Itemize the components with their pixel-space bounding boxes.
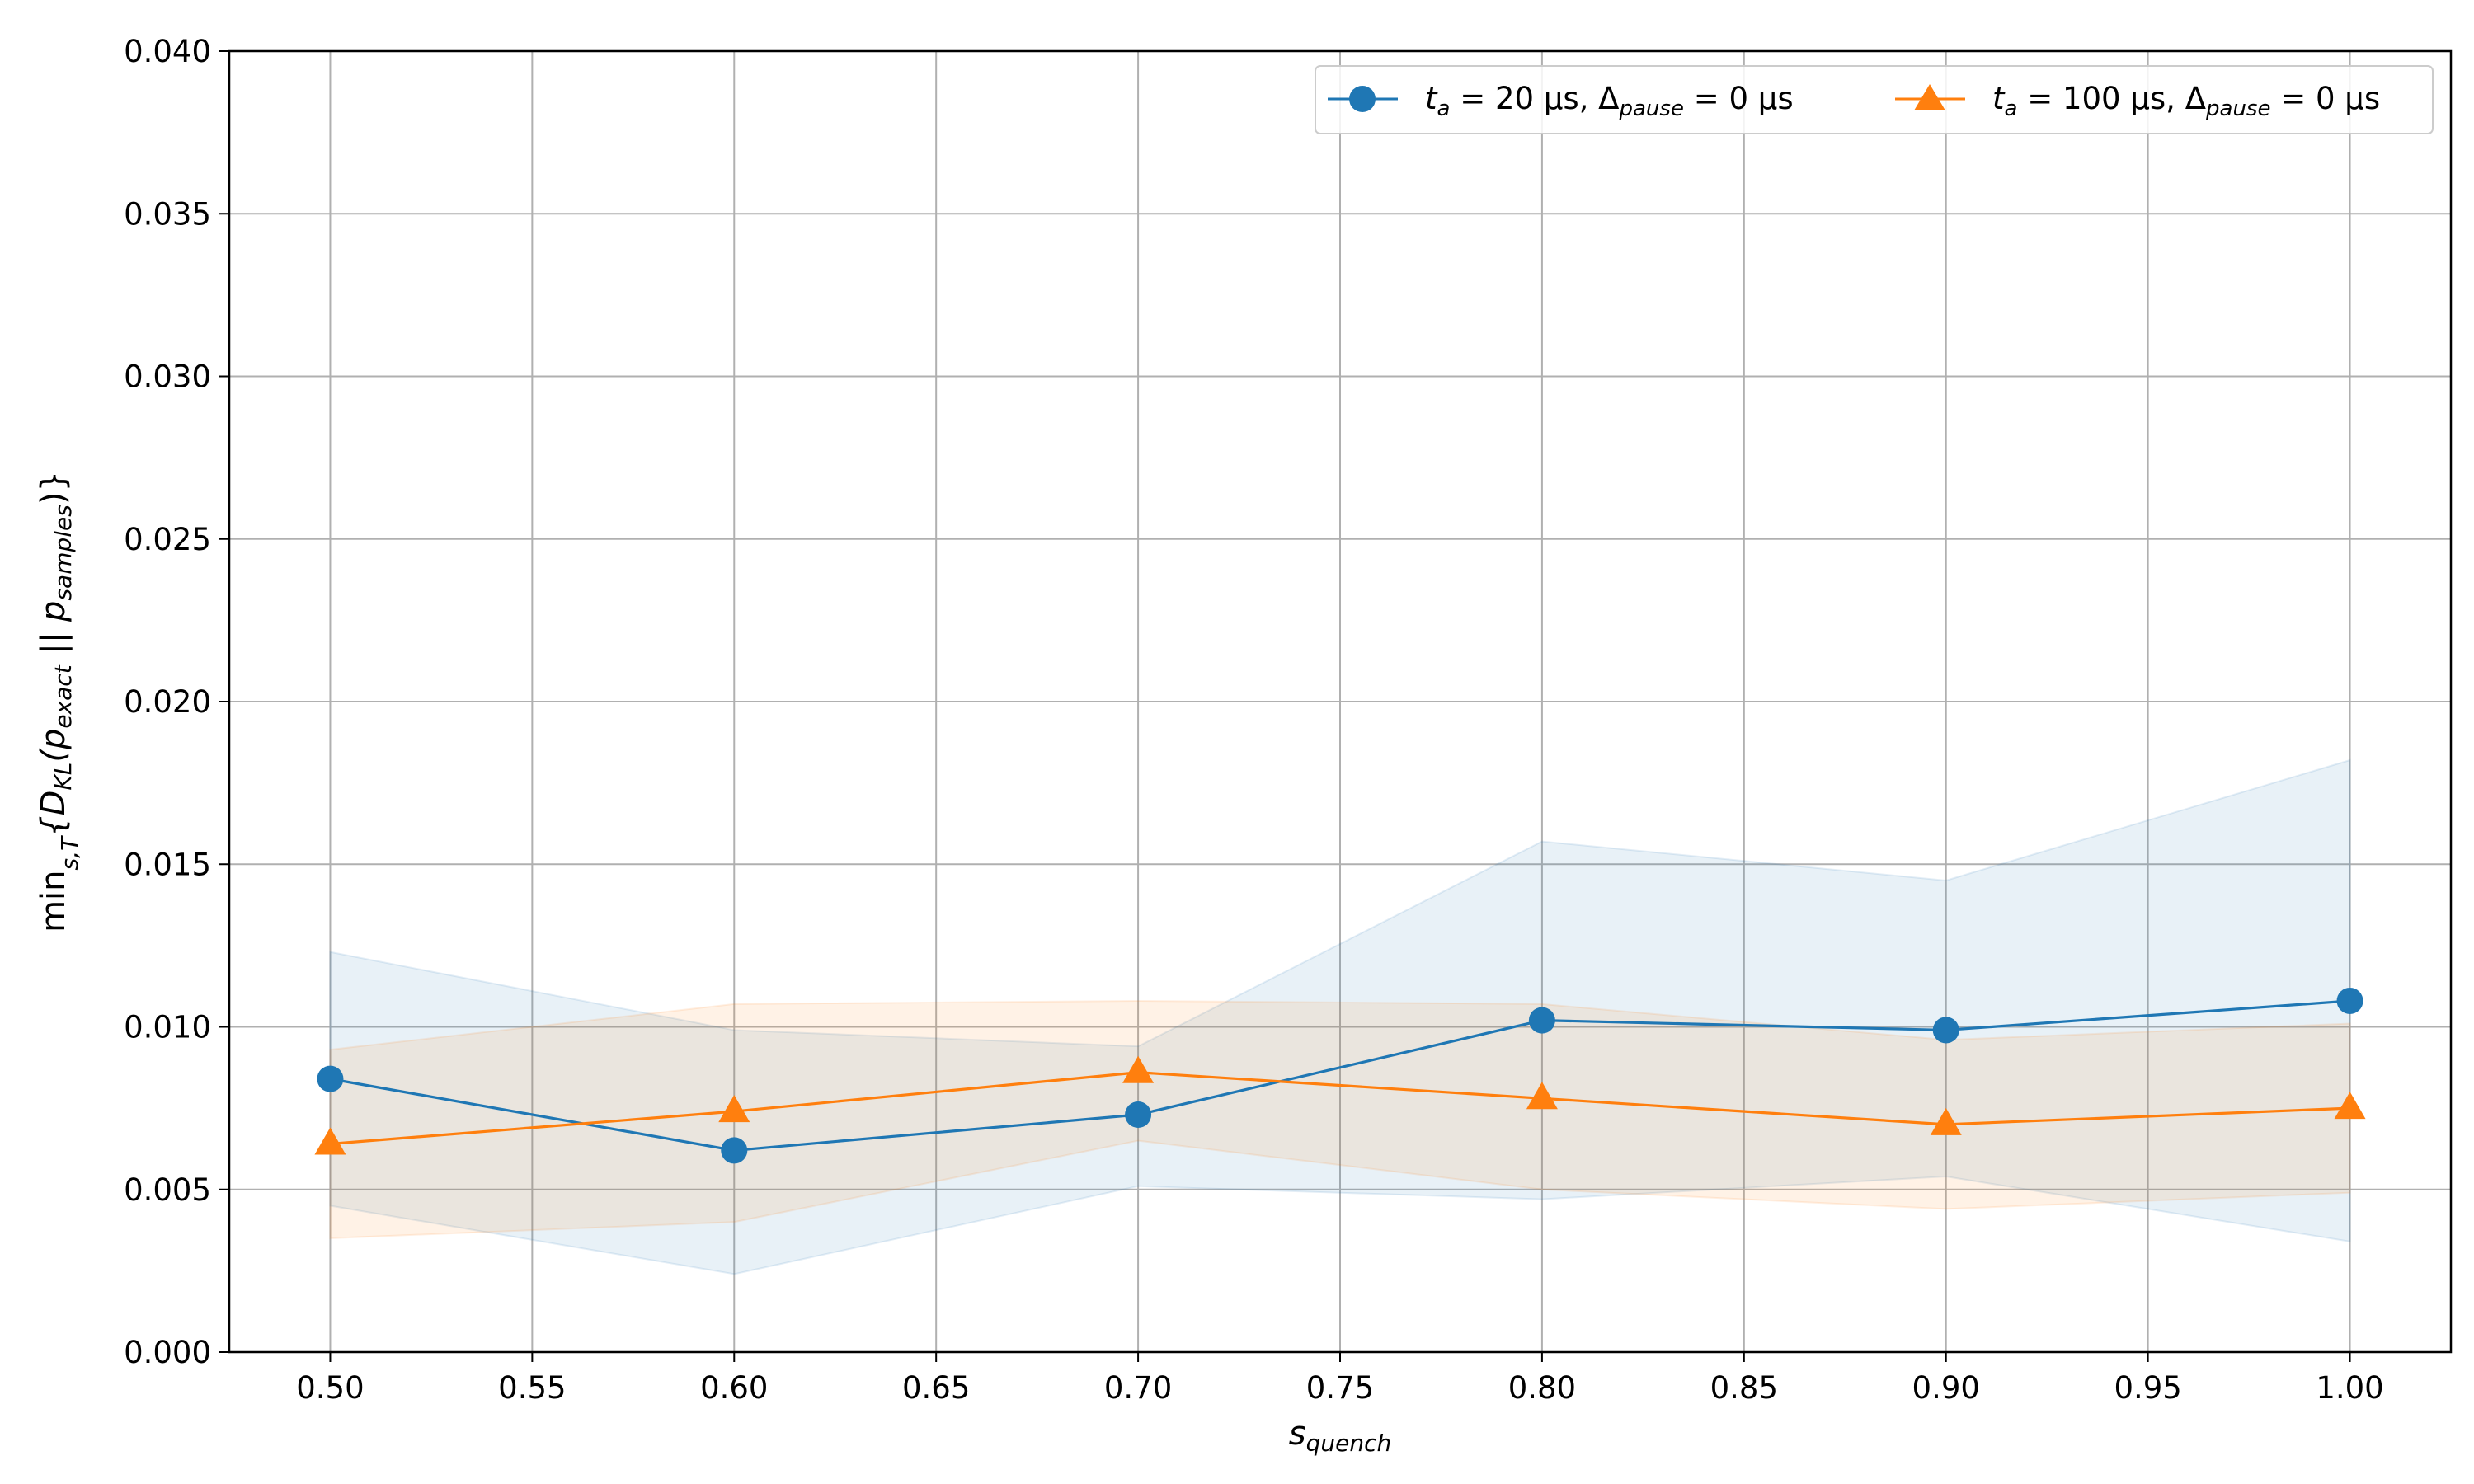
data-point-series-2 xyxy=(314,1127,346,1155)
line-segment-series-1 xyxy=(1945,999,2350,1032)
x-tick-label: 0.80 xyxy=(1508,1370,1576,1406)
line-segment-series-1 xyxy=(1137,1019,1543,1116)
data-point-series-1 xyxy=(2336,987,2363,1014)
y-tick-label: 0.000 xyxy=(124,1335,211,1370)
line-segment-series-1 xyxy=(734,1113,1139,1153)
legend-box xyxy=(1315,65,2434,134)
x-tick-label: 0.95 xyxy=(2114,1370,2181,1406)
line-segment-series-1 xyxy=(330,1078,735,1152)
line-segment-series-1 xyxy=(1541,1019,1946,1032)
data-point-series-2 xyxy=(718,1095,750,1123)
legend-marker-circle xyxy=(1349,86,1376,112)
x-tick-label: 0.70 xyxy=(1104,1370,1172,1406)
legend-marker-triangle xyxy=(1914,84,1945,110)
line-segment-series-2 xyxy=(1137,1071,1543,1100)
data-point-series-1 xyxy=(1528,1007,1555,1034)
legend-entry-series-1: ta = 20 µs, Δpause = 0 µs xyxy=(1328,81,1794,121)
data-point-series-2 xyxy=(1526,1082,1558,1110)
series-markers xyxy=(314,987,2366,1164)
x-tick-label: 0.65 xyxy=(902,1370,970,1406)
y-tick-label: 0.030 xyxy=(124,359,211,395)
x-tick-label: 0.50 xyxy=(296,1370,364,1406)
y-axis-label: mins,T{DKL(pexact || psamples)} xyxy=(35,471,83,932)
y-tick-label: 0.015 xyxy=(124,847,211,882)
data-point-series-1 xyxy=(317,1065,344,1092)
line-segment-series-2 xyxy=(330,1110,735,1146)
x-tick-label: 0.85 xyxy=(1710,1370,1778,1406)
y-tick-label: 0.025 xyxy=(124,522,211,557)
y-tick-label: 0.020 xyxy=(124,684,211,720)
band-series-1 xyxy=(329,758,2351,1275)
x-tick-label: 1.00 xyxy=(2316,1370,2383,1406)
legend-label-series-1: ta = 20 µs, Δpause = 0 µs xyxy=(1425,81,1794,121)
data-point-series-1 xyxy=(1932,1017,1959,1044)
legend: ta = 20 µs, Δpause = 0 µs ta = 100 µs, Δ… xyxy=(1315,65,2434,134)
line-segment-series-2 xyxy=(1945,1106,2350,1126)
x-tick-label: 0.90 xyxy=(1912,1370,1980,1406)
series-lines xyxy=(330,999,2350,1153)
legend-label-series-2: ta = 100 µs, Δpause = 0 µs xyxy=(1992,81,2380,121)
legend-entry-series-2: ta = 100 µs, Δpause = 0 µs xyxy=(1895,81,2380,121)
data-point-series-2 xyxy=(1930,1107,1962,1135)
data-point-series-1 xyxy=(721,1137,748,1164)
line-segment-series-2 xyxy=(1541,1097,1946,1126)
x-tick-label: 0.75 xyxy=(1306,1370,1374,1406)
band-series-2 xyxy=(329,999,2351,1239)
data-point-series-1 xyxy=(1125,1101,1152,1129)
confidence-bands xyxy=(329,758,2351,1275)
x-axis-label: squench xyxy=(1289,1415,1391,1457)
ticks: 0.50 0.55 0.60 0.65 0.70 0.75 0.80 0.85 0.90 0.95… xyxy=(124,34,2384,1406)
y-tick-label: 0.010 xyxy=(124,1010,211,1045)
line-segment-series-2 xyxy=(734,1071,1139,1113)
data-point-series-2 xyxy=(2334,1092,2366,1120)
y-tick-label: 0.040 xyxy=(124,34,211,69)
y-tick-label: 0.005 xyxy=(124,1172,211,1208)
data-point-series-2 xyxy=(1122,1055,1155,1083)
x-tick-label: 0.60 xyxy=(700,1370,768,1406)
x-tick-label: 0.55 xyxy=(498,1370,566,1406)
y-tick-label: 0.035 xyxy=(124,196,211,232)
